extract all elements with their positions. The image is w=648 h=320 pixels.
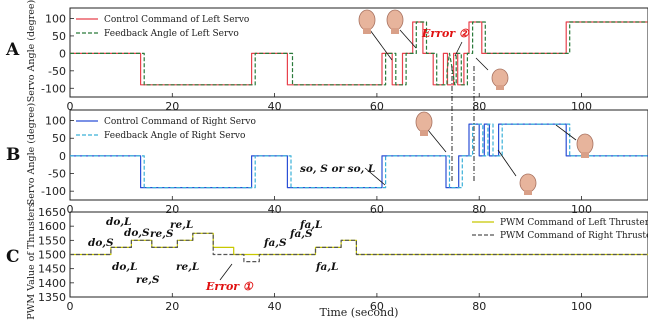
annotation-fa-s-1: fa,S <box>263 237 287 249</box>
plot-frame-a <box>69 7 648 98</box>
x-tick-label: 40 <box>268 300 282 313</box>
annotation-fa-l-1: fa,L <box>299 219 322 231</box>
x-tick-label: 60 <box>370 300 384 313</box>
x-tick-label: 40 <box>268 203 282 216</box>
y-tick-label: 1600 <box>38 220 66 233</box>
panel-a: A Servo Angle (degree) -100 -50 0 50 100 0 20 4… <box>5 0 648 113</box>
y-tick-label: 100 <box>45 12 66 25</box>
head-pose-icon <box>415 111 433 136</box>
arrow-b-1 <box>427 129 447 153</box>
y-axis-label-c: PWM Value of Thrusters <box>26 202 37 320</box>
y-tick-label: 50 <box>52 132 66 145</box>
legend-b: Control Command of Right Servo Feedback … <box>76 117 256 141</box>
x-axis-label: Time (second) <box>320 306 399 319</box>
y-tick-label: -50 <box>48 65 66 78</box>
x-tick-label: 100 <box>571 300 592 313</box>
arrow-b-2 <box>497 149 517 177</box>
y-tick-label: 0 <box>59 47 66 60</box>
legend-label-control-right: Control Command of Right Servo <box>104 117 256 127</box>
y-tick-label: -100 <box>41 185 66 198</box>
error-1-annotation: Error ① <box>205 280 254 293</box>
arrow-a-2 <box>399 29 417 49</box>
panel-c: C PWM Value of Thrusters 135014001450150… <box>6 202 648 320</box>
x-tick-label: 80 <box>472 300 486 313</box>
head-pose-icon <box>576 133 594 158</box>
x-tick-label: 80 <box>472 203 486 216</box>
arrow-a-1 <box>369 29 393 61</box>
y-tick-label: 0 <box>59 150 66 163</box>
y-tick-label: 1500 <box>38 249 66 262</box>
legend-label-control-left: Control Command of Left Servo <box>104 15 249 25</box>
so-arrow <box>364 167 386 186</box>
x-tick-label: 100 <box>571 100 592 113</box>
series-group-a <box>70 21 648 86</box>
x-tick-label: 40 <box>268 100 282 113</box>
annotation-re-s-1: re,S <box>150 228 174 240</box>
y-tick-label: 100 <box>45 115 66 128</box>
x-tick-label: 100 <box>571 203 592 216</box>
legend-label-right-thruster: PWM Command of Right Thruster <box>500 231 648 241</box>
annotation-do-s-1: do,S <box>88 237 114 249</box>
annotation-do-l-2: do,L <box>112 261 137 273</box>
y-tick-label: 50 <box>52 30 66 43</box>
y-tick-label: -100 <box>41 82 66 95</box>
annotation-re-s-2: re,S <box>136 274 160 286</box>
panel-label-a: A <box>5 40 20 60</box>
head-pose-icon <box>519 173 537 195</box>
error-2-annotation: Error ② <box>421 27 470 40</box>
pointer-arrows <box>219 29 577 281</box>
series-line-0-1 <box>70 21 648 86</box>
head-pose-icon <box>491 68 509 90</box>
legend-a: Control Command of Left Servo Feedback A… <box>76 15 249 39</box>
y-axis-label-b: Servo Angle (degree) <box>26 103 37 206</box>
y-tick-label: 1350 <box>38 291 66 304</box>
series-line-0-0 <box>70 21 648 86</box>
x-tick-label: 20 <box>165 100 179 113</box>
panel-label-b: B <box>6 145 20 165</box>
annotation-re-l-2: re,L <box>176 261 199 273</box>
annotation-fa-s-2: fa,S <box>289 228 313 240</box>
legend-label-left-thruster: PWM Command of Left Thruster <box>500 218 648 228</box>
arrow-a-3 <box>475 57 489 71</box>
series-line-1-1 <box>70 123 648 189</box>
y-axis-label-a: Servo Angle (degree) <box>26 0 37 102</box>
annotation-do-s-2: do,S <box>124 227 150 239</box>
y-tick-label: 1400 <box>38 277 66 290</box>
arrow-error-2 <box>454 41 463 57</box>
arrow-b-3 <box>555 124 577 141</box>
error-2-markers <box>451 66 475 182</box>
x-tick-label: 0 <box>67 100 74 113</box>
legend-label-feedback-right: Feedback Angle of Right Servo <box>104 131 245 141</box>
legend-label-feedback-left: Feedback Angle of Left Servo <box>104 29 239 39</box>
so-annotation: so, S or so, L <box>300 163 375 175</box>
panel-label-c: C <box>6 247 20 267</box>
x-tick-label: 60 <box>370 203 384 216</box>
x-tick-label: 20 <box>165 203 179 216</box>
x-tick-label: 0 <box>67 300 74 313</box>
y-tick-label: -50 <box>48 168 66 181</box>
y-tick-label: 1650 <box>38 206 66 219</box>
series-group-b <box>70 123 648 189</box>
x-tick-label: 60 <box>370 100 384 113</box>
annotation-re-l-1: re,L <box>170 219 193 231</box>
x-tick-label: 20 <box>165 300 179 313</box>
legend-c: PWM Command of Left Thruster PWM Command… <box>472 218 648 241</box>
y-tick-label: 1550 <box>38 234 66 247</box>
head-pose-icon <box>358 9 376 34</box>
head-pose-illustrations <box>358 9 594 195</box>
plot-frame-b <box>69 109 648 201</box>
x-tick-label: 0 <box>67 203 74 216</box>
series-line-2-1 <box>70 232 648 263</box>
head-pose-icon <box>386 9 404 34</box>
ticks-b: -100 -50 0 50 100 0 20 40 60 80 100 <box>41 115 592 216</box>
annotation-fa-l-2: fa,L <box>315 261 338 273</box>
annotation-do-l-1: do,L <box>106 216 131 228</box>
y-tick-label: 1450 <box>38 263 66 276</box>
series-group-c <box>70 232 648 263</box>
arrow-error-1 <box>219 263 233 281</box>
